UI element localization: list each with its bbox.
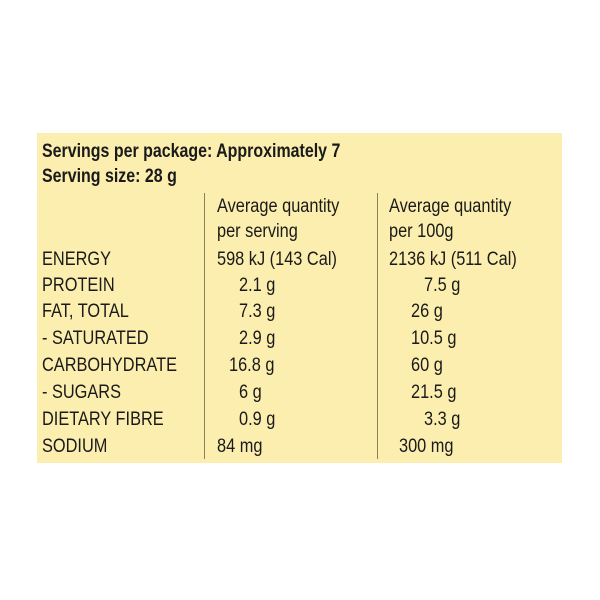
energy-per-serving: 598 kJ (143 Cal) [217, 249, 337, 270]
dietary-fibre-per-100g: 3.3 g [424, 409, 461, 430]
carbohydrate-per-100g: 60 g [411, 355, 443, 376]
header-per-100g-line2: per 100g [389, 221, 454, 242]
nutrient-name-sodium: SODIUM [42, 436, 108, 457]
protein-per-100g: 7.5 g [424, 275, 461, 296]
nutrient-name-dietary-fibre: DIETARY FIBRE [42, 409, 164, 430]
sodium-per-serving: 84 mg [217, 436, 263, 457]
header-per-serving-line2: per serving [217, 221, 298, 242]
nutrient-name-sugars: - SUGARS [42, 382, 121, 403]
header-per-100g-line1: Average quantity [389, 196, 512, 217]
saturated-per-serving: 2.9 g [239, 328, 276, 349]
fat-total-per-serving: 7.3 g [239, 301, 276, 322]
nutrient-name-carbohydrate: CARBOHYDRATE [42, 355, 177, 376]
saturated-per-100g: 10.5 g [411, 328, 457, 349]
nutrient-name-protein: PROTEIN [42, 275, 115, 296]
servings-per-package: Servings per package: Approximately 7 [42, 141, 341, 162]
header-per-serving-line1: Average quantity [217, 196, 340, 217]
column-divider-right [377, 193, 378, 459]
nutrient-name-saturated: - SATURATED [42, 328, 149, 349]
sugars-per-serving: 6 g [239, 382, 262, 403]
carbohydrate-per-serving: 16.8 g [229, 355, 275, 376]
column-divider-left [204, 193, 205, 459]
nutrient-name-fat-total: FAT, TOTAL [42, 301, 129, 322]
nutrition-panel: Servings per package: Approximately 7 Se… [37, 133, 562, 463]
fat-total-per-100g: 26 g [411, 301, 443, 322]
sugars-per-100g: 21.5 g [411, 382, 457, 403]
serving-size: Serving size: 28 g [42, 166, 177, 187]
nutrient-name-energy: ENERGY [42, 249, 112, 270]
sodium-per-100g: 300 mg [399, 436, 454, 457]
protein-per-serving: 2.1 g [239, 275, 276, 296]
dietary-fibre-per-serving: 0.9 g [239, 409, 276, 430]
energy-per-100g: 2136 kJ (511 Cal) [389, 249, 517, 270]
